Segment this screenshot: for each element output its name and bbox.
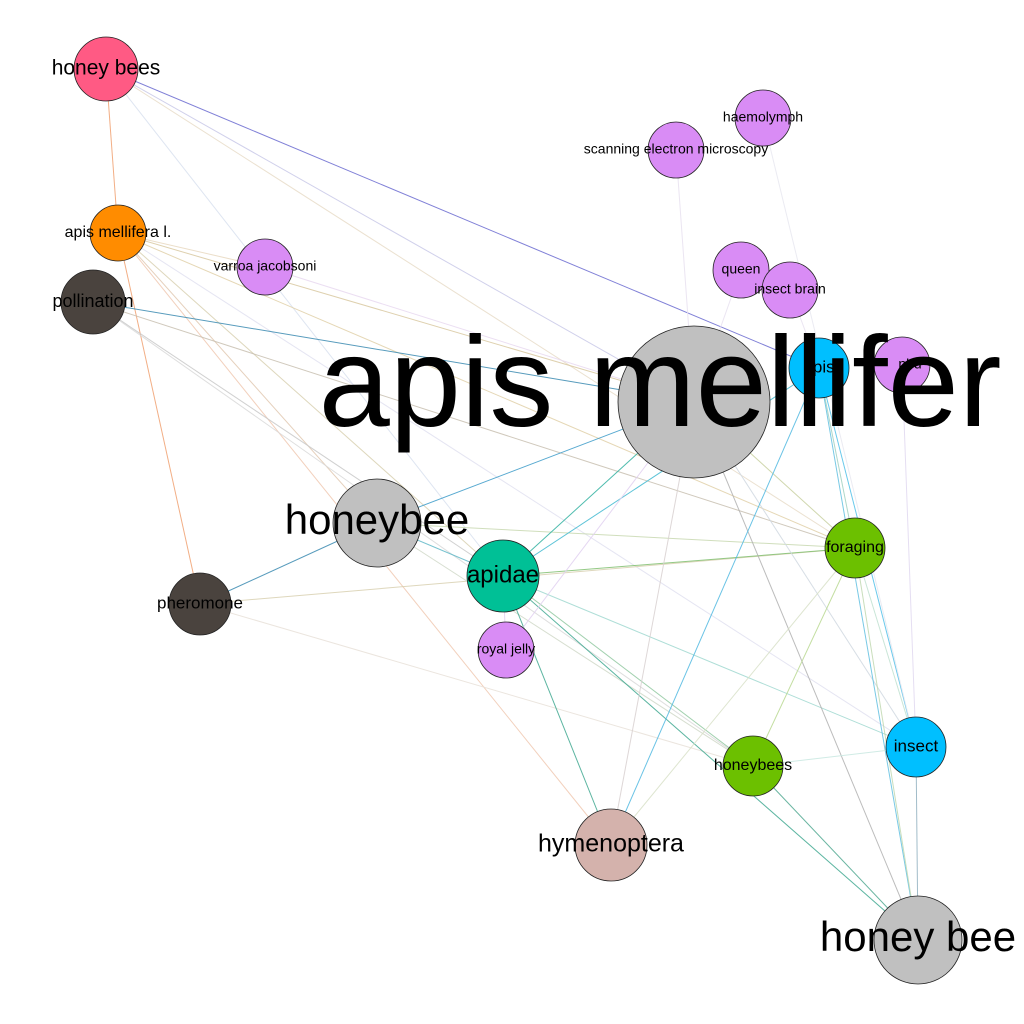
edge-apidae-honeybees [502,575,754,767]
edge-layer [92,68,919,941]
node-label-apis-mellifera-l: apis mellifera l. [65,224,172,241]
node-label-insect-brain: insect brain [754,281,826,297]
node-label-apidae: apidae [467,561,539,588]
node-queen[interactable] [712,241,770,299]
edge-haemolymph-insect [762,117,917,748]
node-scanning-electron-microscopy[interactable] [647,121,705,179]
node-label-apis: apis [803,357,834,376]
edge-apis_mellifera_l-apis_mellifera [117,232,695,403]
node-pheromone[interactable] [168,572,232,636]
edge-pollination-apidae [92,301,504,577]
node-label-queen: queen [722,261,761,277]
edge-pollination-apis_mellifera [92,301,695,403]
node-honey-bees[interactable] [73,36,139,102]
node-label-foraging: foraging [826,539,884,556]
node-label-pheromone: pheromone [157,593,243,612]
edge-apis_mellifera-honey_bee [693,401,919,941]
edge-pheromone-honeybees [199,603,754,767]
edge-apidae-honey_bee [502,575,919,941]
edge-honeybee-foraging [376,522,856,549]
node-label-bumblebee: nbu [898,356,921,372]
node-apis-mellifera[interactable] [617,325,771,479]
node-label-insect: insect [894,736,939,755]
node-apis-mellifera-l[interactable] [89,204,147,262]
node-bumblebee[interactable] [873,336,931,394]
edge-pollination-honeybees [92,301,754,767]
edge-honey_bees-apis [105,68,820,369]
node-pollination[interactable] [60,269,126,335]
node-varroa-jacobsoni[interactable] [236,238,294,296]
edge-honey_bees-apidae [105,68,504,577]
edge-apidae-hymenoptera [502,575,612,846]
edge-apidae-insect [502,575,917,748]
edge-apis_mellifera_l-apidae [117,232,504,577]
node-label-scanning-electron-microscopy: scanning electron microscopy [584,141,768,157]
node-label-apis-mellifera: apis mellifer [319,311,1002,454]
edge-apis_mellifera_l-honeybee [117,232,378,524]
node-label-royal-jelly: royal jelly [477,641,535,657]
edge-apis_mellifera_l-pheromone [117,232,201,605]
edge-apis-hymenoptera [610,367,820,846]
node-label-pollination: pollination [52,291,133,311]
edge-honey_bees-apis_mellifera [105,68,695,403]
edge-foraging-honeybees [752,547,856,767]
node-honeybees[interactable] [722,735,784,797]
node-layer [60,36,963,985]
edge-pollination-foraging [92,301,856,549]
edge-apis_mellifera_l-insect [117,232,917,748]
node-hymenoptera[interactable] [574,808,648,882]
node-label-honey-bee: honey bee [820,913,1016,960]
node-haemolymph[interactable] [734,89,792,147]
edge-apis_mellifera_l-foraging [117,232,856,549]
edge-apidae-foraging [502,547,856,577]
node-label-honeybees: honeybees [714,757,792,774]
node-insect-brain[interactable] [761,261,819,319]
node-royal-jelly[interactable] [477,621,535,679]
node-honey-bee[interactable] [873,895,963,985]
node-label-haemolymph: haemolymph [723,109,803,125]
node-apis[interactable] [788,337,850,399]
node-label-varroa-jacobsoni: varroa jacobsoni [214,258,317,274]
edge-foraging-insect [854,547,917,748]
node-honeybee[interactable] [332,478,422,568]
edge-honeybee-honeybees [376,522,754,767]
node-label-hymenoptera: hymenoptera [538,830,684,858]
label-layer: apis mellifer honeybee honey bee honey bees… [52,57,1016,961]
node-insect[interactable] [885,716,947,778]
edge-hymenoptera-foraging [610,547,856,846]
edge-apis-honey_bee [818,367,919,941]
edge-bumblebee-insect [901,364,917,748]
node-label-honey-bees: honey bees [52,57,161,80]
node-apidae[interactable] [466,539,540,613]
node-foraging[interactable] [824,517,886,579]
node-label-honeybee: honeybee [285,496,470,543]
edge-apis-foraging [818,367,856,549]
